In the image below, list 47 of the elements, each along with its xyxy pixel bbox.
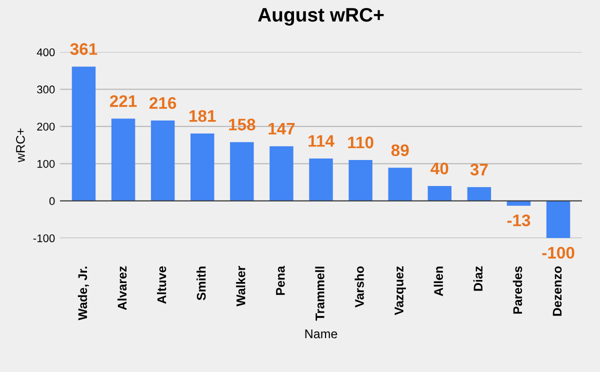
x-tick-label: Smith <box>196 266 206 300</box>
bar <box>467 187 492 201</box>
data-label: -100 <box>542 246 574 259</box>
x-tick-label: Wade, Jr. <box>78 266 89 320</box>
data-label: 40 <box>430 162 448 174</box>
x-tick-label: Vazquez <box>394 266 406 316</box>
x-axis-title: Name <box>305 330 338 338</box>
bar <box>230 142 254 201</box>
bar <box>348 160 372 201</box>
y-tick-label: 200 <box>37 122 55 131</box>
bar <box>546 200 570 238</box>
data-label: 37 <box>470 164 488 176</box>
data-label: 158 <box>229 118 256 130</box>
x-tick-label: Paredes <box>512 266 522 314</box>
x-tick-label: Varsho <box>354 266 364 308</box>
y-tick-label: 300 <box>37 86 55 94</box>
bar <box>72 66 96 201</box>
y-tick-label: 0 <box>49 197 55 206</box>
data-label: 147 <box>268 122 295 134</box>
bar <box>190 134 214 201</box>
data-label: 216 <box>149 97 176 109</box>
x-tick-label: Trammell <box>315 266 324 321</box>
data-label: 221 <box>110 95 137 107</box>
y-tick-label: 400 <box>36 48 55 56</box>
bar <box>111 118 136 201</box>
x-tick-label: Walker <box>236 266 246 306</box>
x-tick-label: Dezenzo <box>552 266 562 316</box>
x-tick-label: Pena <box>276 266 285 295</box>
x-tick-label: Alvarez <box>117 266 127 310</box>
x-tick-label: Altuve <box>156 266 166 304</box>
data-label: 110 <box>348 136 374 148</box>
bar <box>428 186 452 201</box>
x-tick-label: Allen <box>434 266 443 296</box>
bar <box>388 168 412 201</box>
y-tick-label: -100 <box>33 234 55 242</box>
data-label: 114 <box>308 135 334 147</box>
bar <box>150 120 175 201</box>
x-tick-label: Diaz <box>473 266 483 291</box>
chart-title: August wRC+ <box>258 8 384 26</box>
data-label: -13 <box>507 214 530 226</box>
bar <box>309 158 333 201</box>
bar <box>270 146 294 201</box>
y-axis-title: wRC+ <box>16 128 25 162</box>
data-label: 181 <box>190 110 216 122</box>
data-label: 361 <box>70 43 98 55</box>
data-label: 89 <box>391 144 409 156</box>
y-tick-label: 100 <box>37 160 55 168</box>
